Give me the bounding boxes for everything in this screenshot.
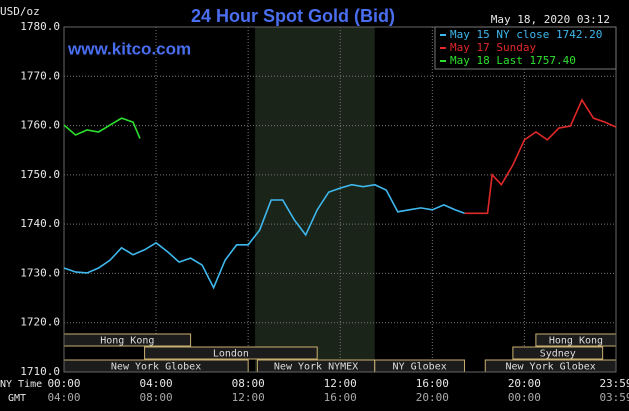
- legend-box: [434, 26, 617, 70]
- chart-title: 24 Hour Spot Gold (Bid): [191, 6, 395, 26]
- session-label: New York Globex: [505, 362, 595, 373]
- series-line: [464, 98, 617, 215]
- x2-tick-label: 08:00: [140, 391, 173, 404]
- x-tick-label: 08:00: [232, 377, 265, 390]
- session-bar: [512, 346, 604, 360]
- x-label: NY Time: [0, 379, 42, 390]
- legend-label: May 17 Sunday: [450, 41, 536, 54]
- y-tick-label: 1710.0: [20, 365, 60, 378]
- x2-tick-label: 00:00: [508, 391, 541, 404]
- x2-tick-label: 12:00: [232, 391, 265, 404]
- session-label: London: [213, 349, 249, 360]
- series-line: [63, 183, 465, 290]
- x-tick-label: 20:00: [508, 377, 541, 390]
- legend-label: May 15 NY close 1742.20: [450, 28, 602, 41]
- session-label: Hong Kong: [549, 336, 603, 347]
- timestamp: May 18, 2020 03:12: [491, 13, 610, 26]
- session-bar: [144, 346, 318, 360]
- legend-label: May 18 Last 1757.40: [450, 54, 576, 67]
- x-tick-label: 12:00: [324, 377, 357, 390]
- x-tick-label: 23:59: [599, 377, 629, 390]
- plot-frame: [63, 26, 617, 373]
- x2-label: GMT: [8, 393, 26, 404]
- x2-tick-label: 20:00: [416, 391, 449, 404]
- series-line: [63, 117, 141, 139]
- x2-tick-label: 04:00: [47, 391, 80, 404]
- session-label: NY Globex: [393, 362, 447, 373]
- y-tick-label: 1750.0: [20, 168, 60, 181]
- session-label: Sydney: [540, 349, 576, 360]
- y-tick-label: 1780.0: [20, 20, 60, 33]
- y-tick-label: 1760.0: [20, 119, 60, 132]
- session-label: New York NYMEX: [274, 362, 358, 373]
- y-tick-label: 1730.0: [20, 266, 60, 279]
- x-tick-label: 00:00: [47, 377, 80, 390]
- site: www.kitco.com: [67, 39, 191, 58]
- x-tick-label: 16:00: [416, 377, 449, 390]
- session-label: Hong Kong: [100, 336, 154, 347]
- x-tick-label: 04:00: [140, 377, 173, 390]
- y-tick-label: 1720.0: [20, 316, 60, 329]
- session-label: New York Globex: [111, 362, 201, 373]
- y-tick-label: 1740.0: [20, 217, 60, 230]
- y-label: USD/oz: [0, 5, 40, 18]
- x2-tick-label: 03:59: [599, 391, 629, 404]
- x2-tick-label: 16:00: [324, 391, 357, 404]
- y-tick-label: 1770.0: [20, 69, 60, 82]
